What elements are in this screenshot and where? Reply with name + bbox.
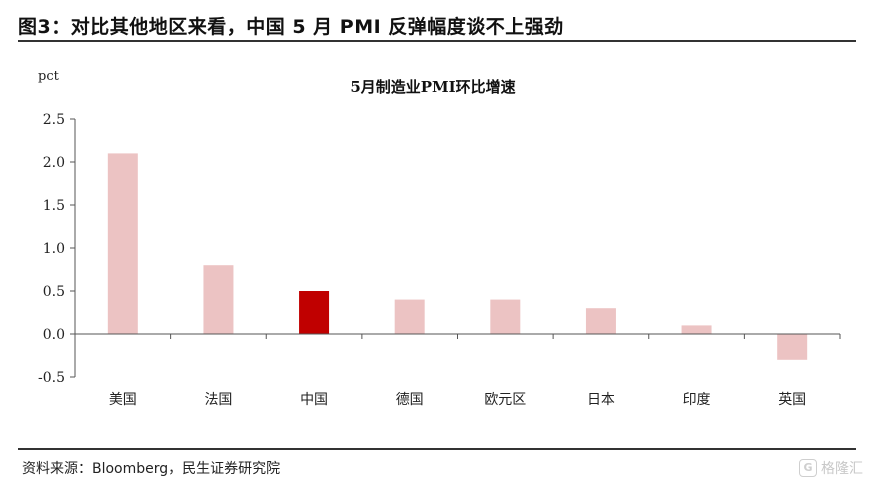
bar-0	[107, 153, 138, 334]
source-note: 资料来源：Bloomberg，民生证券研究院	[22, 461, 281, 477]
bar-4	[490, 299, 521, 334]
x-axis: 美国 法国 中国 德国 欧元区 日本 印度 英国	[74, 333, 841, 408]
y-tick-label: 0.5	[43, 284, 65, 300]
watermark: G 格隆汇	[799, 458, 863, 478]
y-tick-label: 2.0	[43, 155, 65, 171]
top-rule	[18, 40, 856, 42]
y-tick-label: 1.5	[43, 198, 65, 214]
y-tick-label: 2.5	[43, 112, 65, 128]
x-tick-label: 中国	[300, 392, 328, 408]
x-tick-label: 印度	[683, 392, 711, 408]
x-tick-label: 美国	[109, 392, 137, 408]
bottom-rule	[18, 448, 856, 450]
figure-title: 图3：对比其他地区来看，中国 5 月 PMI 反弹幅度谈不上强劲	[18, 16, 564, 38]
y-axis-label: pct	[38, 69, 60, 84]
bar-5	[585, 308, 616, 334]
x-tick-label: 德国	[396, 392, 424, 408]
y-tick-label: 1.0	[43, 241, 65, 257]
bars-group	[107, 153, 808, 360]
bar-1	[203, 265, 234, 334]
bar-2	[299, 291, 330, 334]
bar-6	[681, 325, 712, 334]
x-tick-label: 法国	[204, 392, 232, 408]
watermark-text: 格隆汇	[821, 461, 863, 477]
y-tick-label: -0.5	[38, 370, 65, 386]
x-tick-label: 英国	[778, 391, 806, 408]
x-tick-label: 日本	[587, 392, 615, 408]
bar-7	[777, 334, 808, 360]
y-axis: -0.5 0.0 0.5 1.0 1.5 2.0 2.5	[38, 112, 76, 386]
watermark-logo-icon: G	[799, 459, 817, 477]
y-tick-label: 0.0	[43, 327, 65, 343]
x-tick-label: 欧元区	[484, 392, 526, 408]
chart-title: 5月制造业PMI环比增速	[350, 78, 515, 96]
bar-3	[394, 299, 425, 334]
